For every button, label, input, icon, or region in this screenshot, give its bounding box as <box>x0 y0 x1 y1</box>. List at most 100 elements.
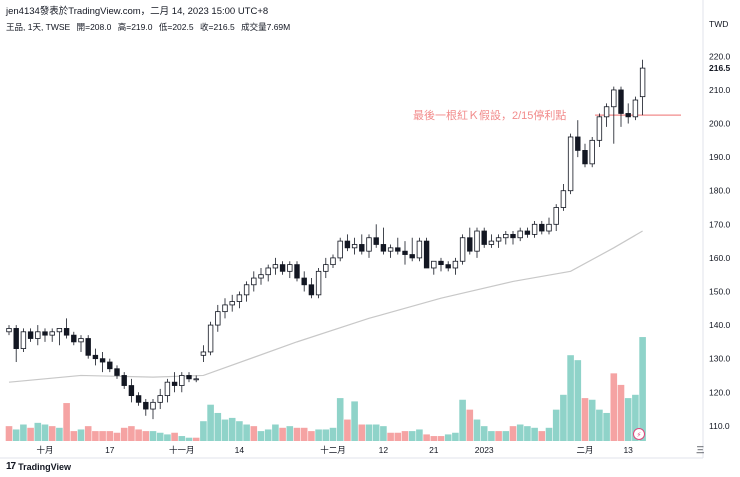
y-tick-label: 150.0 <box>709 286 731 296</box>
annotation-text: 最後一根紅Ｋ假設，2/15停利點 <box>413 108 566 122</box>
volume-bar <box>236 421 243 441</box>
tradingview-brand[interactable]: 17 TradingView <box>6 461 71 472</box>
candle-body <box>13 328 19 349</box>
candle-body <box>92 354 99 360</box>
volume-bar <box>300 427 308 441</box>
close-value: 收=216.5 <box>199 22 235 32</box>
volume-bar <box>351 401 358 441</box>
publish-info: jen4134發表於TradingView.com，二月 14, 2023 15… <box>6 6 269 17</box>
candle-body <box>236 294 243 302</box>
candle-body <box>222 304 228 313</box>
candle-body <box>164 381 171 397</box>
candle-body <box>330 257 336 266</box>
volume-bar <box>264 429 272 441</box>
currency-label: TWD <box>709 19 729 29</box>
volume-bar <box>437 436 445 441</box>
candle-body <box>315 270 322 296</box>
candle-body <box>452 260 459 269</box>
candle-body <box>265 267 271 276</box>
volume-bar <box>128 426 135 441</box>
candle-body <box>503 233 509 239</box>
candle-body <box>546 223 552 232</box>
volume-value: 成交量7.69M <box>241 22 291 32</box>
y-tick-label: 210.0 <box>709 85 731 95</box>
candle-body <box>495 237 502 242</box>
x-tick-label: 2023 <box>475 445 494 455</box>
y-tick-label: 200.0 <box>709 119 731 129</box>
volume-bar <box>221 419 229 441</box>
high-value: 高=219.0 <box>117 22 153 32</box>
candle-body <box>359 244 365 252</box>
volume-bar <box>272 424 279 441</box>
volume-bar <box>336 398 344 441</box>
candle-body <box>611 89 617 108</box>
x-tick-label: 14 <box>235 445 245 455</box>
volume-bar <box>495 431 502 441</box>
x-tick-label: 十二月 <box>320 445 346 455</box>
candle-body <box>531 223 538 235</box>
candle-body <box>344 240 351 249</box>
candle-body <box>481 230 487 245</box>
volume-bar <box>20 424 27 441</box>
x-tick-label: 12 <box>379 445 389 455</box>
candle-body <box>186 375 192 380</box>
volume-bar <box>344 419 351 441</box>
candle-body <box>431 260 437 269</box>
candle-body <box>589 139 595 165</box>
volume-bar <box>538 431 546 441</box>
candle-body <box>582 150 588 165</box>
volume-bar <box>250 426 258 441</box>
volume-bar <box>596 409 603 441</box>
volume-bar <box>380 426 387 441</box>
volume-bar <box>459 399 466 441</box>
candle-body <box>539 223 545 232</box>
volume-bar <box>178 436 186 441</box>
y-tick-label: 140.0 <box>709 320 731 330</box>
candle-body <box>517 230 523 239</box>
candle-body <box>553 207 559 225</box>
volume-bar <box>228 417 236 441</box>
volume-bar <box>63 403 70 441</box>
candle-body <box>135 395 142 403</box>
volume-bar <box>581 398 589 441</box>
candle-body <box>251 277 257 286</box>
candle-body <box>567 136 574 192</box>
candle-body <box>575 136 581 151</box>
candle-body <box>625 113 631 118</box>
candle-body <box>287 264 293 272</box>
candle-body <box>459 237 466 262</box>
brand-name: TradingView <box>18 461 71 472</box>
candle-body <box>157 395 163 403</box>
candle-body <box>438 260 444 266</box>
candle-body <box>207 324 214 353</box>
volume-bar <box>279 427 286 441</box>
candle-body <box>488 240 495 245</box>
volume-bar <box>84 426 92 441</box>
candle-body <box>402 250 408 255</box>
volume-bar <box>77 429 85 441</box>
volume-bar <box>430 436 438 441</box>
volume-bar <box>531 427 538 441</box>
low-value: 低=202.5 <box>158 22 194 32</box>
candle-body <box>632 99 639 118</box>
last-price-label: 216.5 <box>709 63 731 73</box>
volume-bar <box>423 434 430 441</box>
candle-body <box>387 247 394 252</box>
volume-bar <box>401 431 409 441</box>
volume-bar <box>624 398 632 441</box>
volume-bar <box>293 427 301 441</box>
candle-body <box>243 284 250 296</box>
volume-bar <box>257 431 265 441</box>
candle-body <box>78 338 84 343</box>
volume-bar <box>34 422 42 441</box>
candle-body <box>639 67 646 98</box>
candle-body <box>524 230 531 235</box>
candle-body <box>99 358 106 363</box>
x-tick-label: 13 <box>623 445 633 455</box>
volume-bar <box>516 424 524 441</box>
candle-body <box>143 401 149 410</box>
volume-bar <box>408 431 416 441</box>
volume-bar <box>603 412 610 441</box>
volume-bar <box>488 431 495 441</box>
